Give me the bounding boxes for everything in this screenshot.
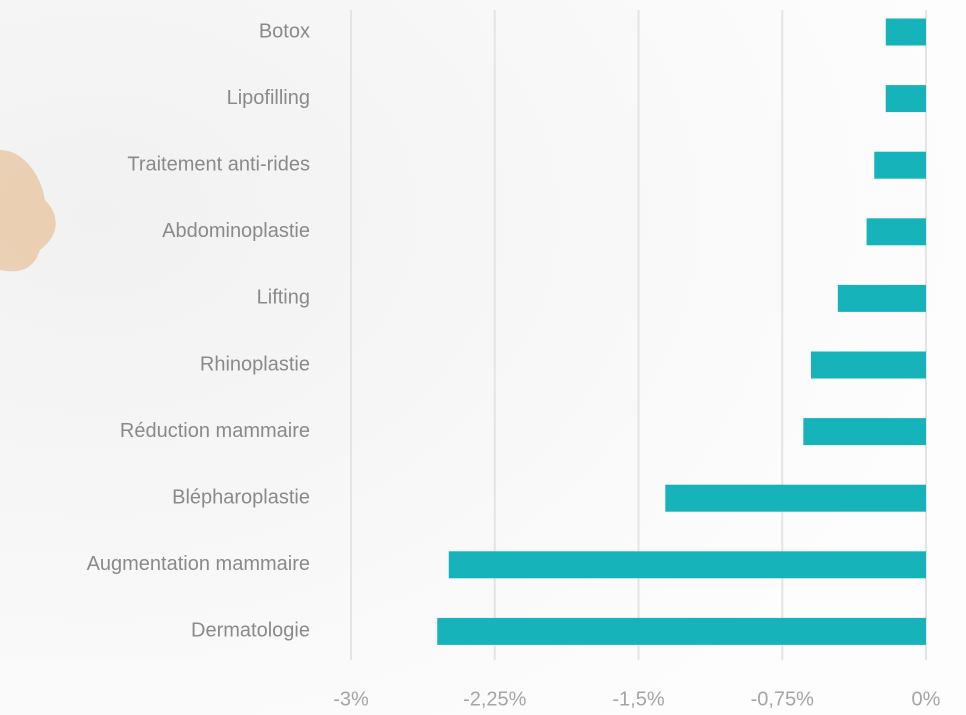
y-tick-label: Traitement anti-rides — [127, 153, 310, 175]
bar — [874, 151, 926, 179]
y-tick-label: Dermatologie — [191, 620, 310, 642]
x-tick-label: -3% — [333, 688, 369, 710]
y-tick-label: Lipofilling — [227, 87, 310, 109]
labels: -3% -2,25% -1,5% -0,75% 0% Botox Lipofilling Tr… — [87, 20, 941, 710]
bar — [803, 418, 926, 446]
bars — [437, 18, 926, 645]
bar — [448, 551, 926, 579]
x-tick-label: -0,75% — [751, 688, 815, 710]
bar — [837, 284, 926, 312]
y-tick-label: Lifting — [257, 287, 310, 309]
x-tick-label: 0% — [912, 688, 941, 710]
y-tick-label: Augmentation mammaire — [87, 553, 310, 575]
bar — [811, 351, 926, 379]
bar — [665, 484, 926, 512]
y-tick-label: Rhinoplastie — [200, 353, 310, 375]
bar — [437, 617, 926, 645]
hand-decoration — [0, 150, 56, 272]
x-tick-label: -1,5% — [612, 688, 664, 710]
y-tick-label: Botox — [259, 20, 310, 42]
x-tick-label: -2,25% — [463, 688, 527, 710]
bar — [866, 218, 926, 246]
y-tick-label: Réduction mammaire — [120, 420, 310, 442]
bar — [885, 18, 926, 46]
y-tick-label: Abdominoplastie — [162, 220, 310, 242]
y-tick-label: Blépharoplastie — [172, 486, 310, 508]
bar — [885, 85, 926, 113]
